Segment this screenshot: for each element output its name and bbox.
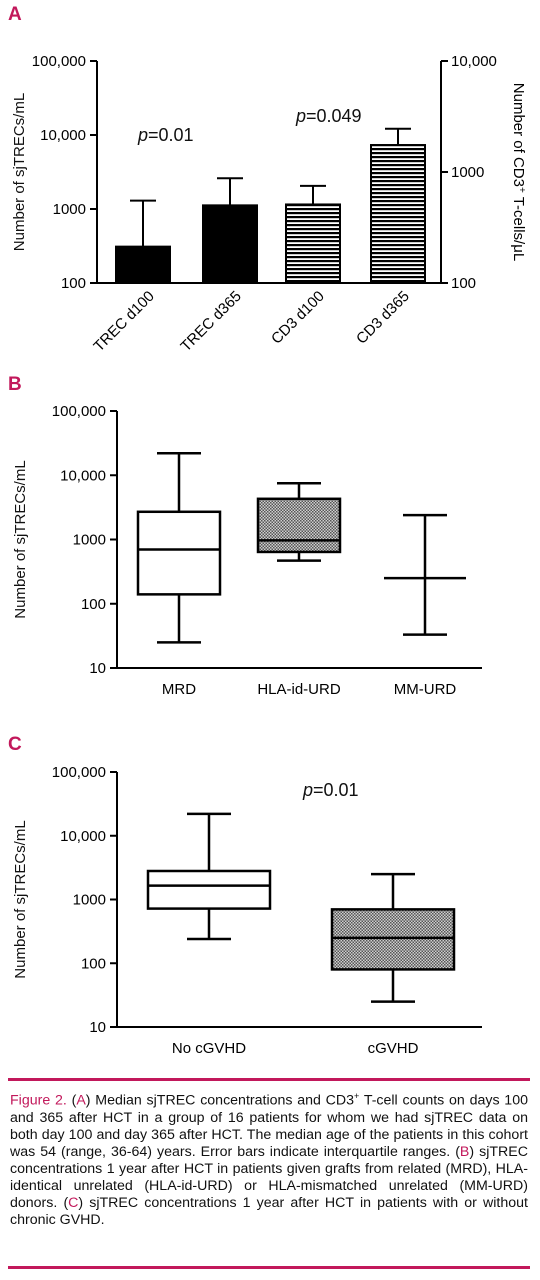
- box-1: [136, 510, 222, 596]
- panel-letter-b: B: [8, 374, 22, 395]
- chart-c: 100,000 10,000 1000 100 10 Number of sjTRECs/…: [12, 764, 482, 1057]
- caption-text: ) sjTREC concentrations 1 year after HCT…: [10, 1194, 528, 1228]
- figure-caption: Figure 2. (A) Median sjTREC concentratio…: [10, 1088, 528, 1229]
- caption-text: ) Median sjTREC concentrations and CD3: [85, 1092, 355, 1109]
- box-2: [256, 497, 342, 554]
- caption-top-rule: [8, 1078, 530, 1081]
- caption-bottom-rule: [8, 1266, 530, 1269]
- y-tick-label: 10,000: [60, 467, 106, 484]
- caption-text: ) sjTREC concentrations 1 year after HCT…: [10, 1143, 528, 1211]
- y-axis-label-left: Number of sjTRECs/mL: [11, 93, 28, 251]
- y-tick-label: 10: [89, 1019, 106, 1036]
- y-tick-label-left: 10,000: [40, 127, 86, 144]
- y-tick-label-right: 10,000: [451, 53, 497, 70]
- y-axis-label: Number of sjTRECs/mL: [12, 820, 29, 978]
- p-value-annotation: p=0.01: [302, 780, 359, 800]
- p-value-annotation: p=0.049: [295, 106, 362, 126]
- caption-ref-c: C: [68, 1194, 79, 1211]
- panel-letter-a: A: [8, 4, 22, 25]
- x-tick-label: TREC d365: [177, 288, 244, 355]
- panel-c: C 100,000 10,000 1000 100 10 Number of sjTREC…: [0, 730, 540, 1070]
- y-tick-label-right: 1000: [451, 164, 484, 181]
- x-tick-label: HLA-id-URD: [257, 681, 341, 698]
- panel-b: B 100,000 10,000 1000 100 10 Number of sjTREC…: [0, 370, 540, 715]
- caption-text: T-cell counts on days 100 and 365 after …: [10, 1092, 528, 1160]
- bar-2: [202, 204, 258, 284]
- y-tick-label: 100: [81, 955, 106, 972]
- y-axis-label-right: Number of CD3+ T-cells/μL: [510, 83, 528, 261]
- x-tick-label: CD3 d365: [353, 288, 413, 348]
- caption-ref-b: B: [459, 1143, 470, 1160]
- y-tick-label: 100,000: [52, 764, 106, 781]
- y-tick-label: 1000: [73, 892, 106, 909]
- y-tick-label: 100,000: [52, 403, 106, 420]
- x-tick-label: No cGVHD: [172, 1040, 246, 1057]
- y-tick-label: 10: [89, 660, 106, 677]
- y-tick-label-right: 100: [451, 275, 476, 292]
- x-tick-label: cGVHD: [368, 1040, 419, 1057]
- x-tick-label: MRD: [162, 681, 196, 698]
- y-tick-label-left: 100,000: [32, 53, 86, 70]
- panel-letter-c: C: [8, 734, 22, 755]
- y-tick-label: 100: [81, 596, 106, 613]
- y-tick-label-left: 1000: [53, 201, 86, 218]
- x-tick-label: CD3 d100: [268, 288, 328, 348]
- chart-a: 100,000 10,000 1000 100 10,000 1000 100 Number …: [11, 53, 528, 355]
- p-value-annotation: p=0.01: [137, 125, 194, 145]
- y-axis-label: Number of sjTRECs/mL: [12, 460, 29, 618]
- y-tick-label: 10,000: [60, 828, 106, 845]
- caption-ref-a: A: [76, 1092, 86, 1109]
- caption-figure-label: Figure 2.: [10, 1092, 67, 1109]
- x-tick-label: TREC d100: [90, 288, 157, 355]
- y-tick-label-left: 100: [61, 275, 86, 292]
- box-2: [330, 908, 456, 971]
- caption-text: (: [66, 1092, 77, 1109]
- bar-1: [115, 245, 171, 284]
- chart-b: 100,000 10,000 1000 100 10 Number of sjTRECs/…: [12, 403, 482, 698]
- x-tick-label: MM-URD: [394, 681, 457, 698]
- bar-3: [285, 203, 341, 285]
- panel-a: A 100,000 10,000 1000 100 10,000 1000 100 Numbe…: [0, 0, 540, 360]
- y-tick-label: 1000: [73, 532, 106, 549]
- box-1: [146, 869, 272, 910]
- bar-4: [370, 144, 426, 284]
- caption-sup: +: [354, 1091, 360, 1101]
